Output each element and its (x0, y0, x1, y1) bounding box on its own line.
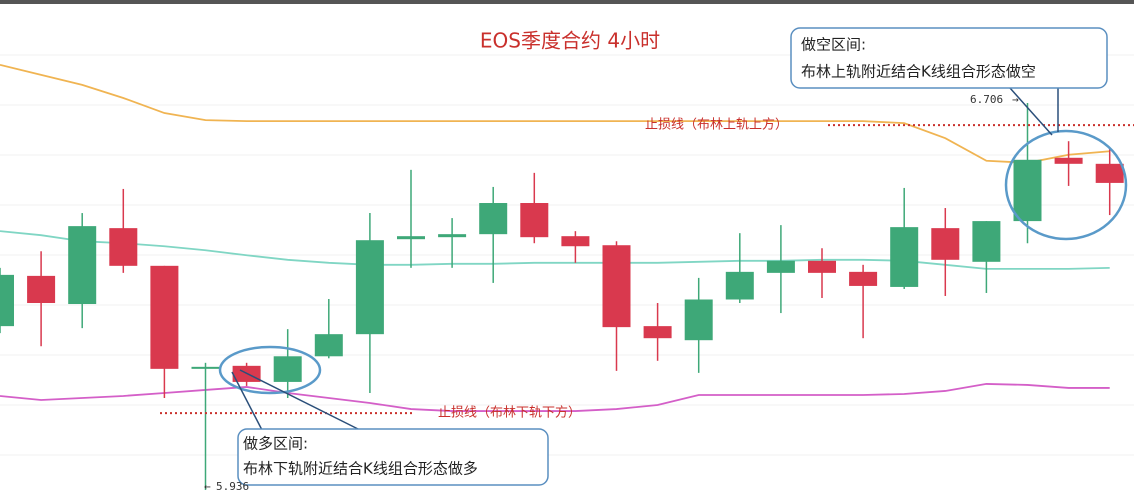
short-zone-text: 布林上轨附近结合K线组合形态做空 (801, 63, 1036, 81)
top-bar (0, 0, 1134, 4)
stop-loss-label: 止损线（布林上轨上方） (645, 117, 788, 133)
candle-body (438, 234, 467, 238)
bollinger-band (0, 63, 1110, 164)
candle-body (890, 227, 919, 287)
candle-body (150, 265, 179, 369)
candle-body (684, 299, 713, 341)
candle-body (191, 366, 220, 369)
candle-body (766, 260, 795, 273)
candle-body (931, 228, 960, 260)
short-zone-box (790, 27, 1108, 89)
candle-body (0, 274, 14, 327)
background-grid (0, 54, 1134, 456)
candle-body (808, 260, 836, 273)
short-zone-title: 做空区间: (801, 36, 866, 54)
candle-body (520, 203, 549, 238)
candle-body (602, 245, 631, 328)
bollinger-band (0, 230, 1110, 270)
candle-body (972, 221, 1001, 262)
high-price-label: 6.706 (970, 93, 1003, 106)
candle-body (397, 236, 425, 240)
candle-body (643, 326, 672, 339)
long-zone-title: 做多区间: (243, 435, 308, 453)
candle-body (849, 271, 878, 286)
stop-loss-label: 止损线（布林下轨下方） (438, 405, 581, 421)
arrow: ← (204, 480, 211, 493)
candle-body (27, 275, 56, 304)
long-zone-circle (218, 345, 322, 395)
short-zone-circle (1004, 129, 1128, 241)
candle-body (479, 203, 508, 235)
candle-body (1013, 159, 1042, 222)
chart-title: EOS季度合约 4小时 (480, 29, 660, 53)
bollinger-band (0, 383, 1110, 412)
candle-body (355, 240, 384, 335)
arrow: → (1012, 93, 1019, 106)
candle-body (561, 236, 590, 247)
candle-body (1054, 157, 1083, 164)
candle-body (273, 356, 302, 382)
candle-body (314, 334, 343, 357)
low-price-label: 5.936 (216, 480, 249, 493)
candle-body (68, 226, 97, 305)
long-zone-text: 布林下轨附近结合K线组合形态做多 (243, 460, 478, 478)
candle-body (1095, 163, 1124, 183)
candle-body (725, 271, 754, 300)
candle-body (109, 228, 138, 266)
callout-arrows (231, 87, 1059, 431)
long-zone-box (237, 428, 549, 486)
